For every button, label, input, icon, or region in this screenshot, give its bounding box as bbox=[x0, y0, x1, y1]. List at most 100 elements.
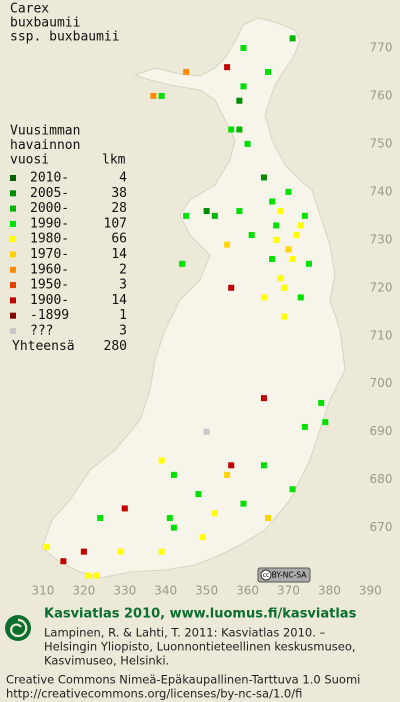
legend-label: 1970- bbox=[30, 247, 69, 262]
x-tick-label: 310 bbox=[31, 584, 54, 598]
license: Creative Commons Nimeä-Epäkaupallinen-Ta… bbox=[6, 673, 360, 687]
record-square bbox=[203, 208, 210, 215]
record-square bbox=[97, 515, 104, 522]
record-square bbox=[322, 419, 329, 426]
record-square bbox=[224, 241, 231, 248]
record-square bbox=[260, 395, 267, 402]
legend-count: 38 bbox=[111, 186, 127, 201]
record-square bbox=[117, 548, 124, 555]
y-tick-label: 720 bbox=[370, 280, 393, 294]
record-square bbox=[305, 260, 312, 267]
record-square bbox=[273, 236, 280, 243]
record-square bbox=[301, 423, 308, 430]
legend-count: 3 bbox=[119, 324, 127, 339]
x-tick-label: 320 bbox=[72, 584, 95, 598]
record-square bbox=[293, 232, 300, 239]
record-square bbox=[224, 471, 231, 478]
legend-swatch bbox=[10, 282, 16, 289]
record-square bbox=[269, 256, 276, 263]
legend-count: 2 bbox=[119, 262, 127, 277]
record-square bbox=[244, 140, 251, 147]
legend-swatch bbox=[10, 266, 16, 273]
record-square bbox=[183, 212, 190, 219]
y-tick-label: 740 bbox=[370, 184, 393, 198]
legend-count: 28 bbox=[111, 201, 127, 216]
legend-label: 1960- bbox=[30, 262, 69, 277]
record-square bbox=[285, 246, 292, 253]
citation: Helsingin Yliopisto, Luonnontieteellinen… bbox=[44, 640, 356, 654]
record-square bbox=[236, 208, 243, 215]
y-tick-label: 700 bbox=[370, 376, 393, 390]
x-tick-label: 370 bbox=[277, 584, 300, 598]
record-square bbox=[289, 35, 296, 42]
record-square bbox=[166, 515, 173, 522]
record-square bbox=[158, 457, 165, 464]
legend-label: 1950- bbox=[30, 278, 69, 293]
record-square bbox=[285, 188, 292, 195]
record-square bbox=[60, 558, 67, 565]
record-square bbox=[277, 275, 284, 282]
x-tick-label: 380 bbox=[318, 584, 341, 598]
y-tick-label: 770 bbox=[370, 40, 393, 54]
record-square bbox=[195, 491, 202, 498]
record-square bbox=[211, 510, 218, 517]
legend-count: 1 bbox=[119, 308, 127, 323]
legend-label: 2000- bbox=[30, 201, 69, 216]
record-square bbox=[199, 534, 206, 541]
citation: Lampinen, R. & Lahti, T. 2011: Kasviatla… bbox=[44, 626, 326, 640]
record-square bbox=[170, 471, 177, 478]
legend-total-label: Yhteensä bbox=[12, 339, 75, 354]
record-square bbox=[236, 97, 243, 104]
legend-swatch bbox=[10, 328, 16, 334]
legend-label: 2010- bbox=[30, 171, 69, 186]
y-tick-label: 750 bbox=[370, 136, 393, 150]
y-tick-label: 680 bbox=[370, 472, 393, 486]
legend-label: 1990- bbox=[30, 216, 69, 231]
legend-title: Vuusimman bbox=[10, 124, 80, 139]
record-square bbox=[297, 222, 304, 229]
license: http://creativecommons.org/licenses/by-n… bbox=[6, 687, 302, 701]
legend-swatch bbox=[10, 251, 16, 258]
record-square bbox=[203, 428, 210, 435]
record-square bbox=[265, 68, 272, 75]
legend-swatch bbox=[10, 205, 16, 212]
legend-swatch bbox=[10, 312, 16, 319]
record-square bbox=[265, 515, 272, 522]
y-tick-label: 670 bbox=[370, 520, 393, 534]
record-square bbox=[318, 399, 325, 406]
species-title: Carex bbox=[10, 2, 49, 17]
species-title: ssp. buxbaumii bbox=[10, 30, 120, 45]
legend-swatch bbox=[10, 175, 16, 181]
record-square bbox=[273, 222, 280, 229]
record-square bbox=[269, 198, 276, 205]
legend-count: 66 bbox=[111, 232, 127, 247]
record-square bbox=[260, 462, 267, 469]
record-square bbox=[84, 572, 91, 579]
legend-label: 2005- bbox=[30, 186, 69, 201]
record-square bbox=[301, 212, 308, 219]
record-square bbox=[228, 284, 235, 291]
legend-label: ??? bbox=[30, 324, 53, 339]
record-square bbox=[211, 212, 218, 219]
legend-count: 4 bbox=[119, 171, 127, 186]
record-square bbox=[224, 64, 231, 71]
brand: Kasviatlas 2010, www.luomus.fi/kasviatla… bbox=[44, 607, 357, 622]
legend-count: 14 bbox=[111, 247, 127, 262]
legend-count: 3 bbox=[119, 278, 127, 293]
record-square bbox=[240, 500, 247, 507]
legend-swatch bbox=[10, 220, 16, 227]
legend-label: 1980- bbox=[30, 232, 69, 247]
y-tick-label: 760 bbox=[370, 88, 393, 102]
y-tick-label: 710 bbox=[370, 328, 393, 342]
record-square bbox=[289, 256, 296, 263]
record-square bbox=[277, 208, 284, 215]
x-tick-label: 350 bbox=[195, 584, 218, 598]
legend-swatch bbox=[10, 190, 16, 197]
legend-count: 107 bbox=[104, 216, 127, 231]
record-square bbox=[289, 486, 296, 493]
record-square bbox=[281, 284, 288, 291]
record-square bbox=[248, 232, 255, 239]
x-tick-label: 340 bbox=[154, 584, 177, 598]
record-square bbox=[93, 572, 100, 579]
